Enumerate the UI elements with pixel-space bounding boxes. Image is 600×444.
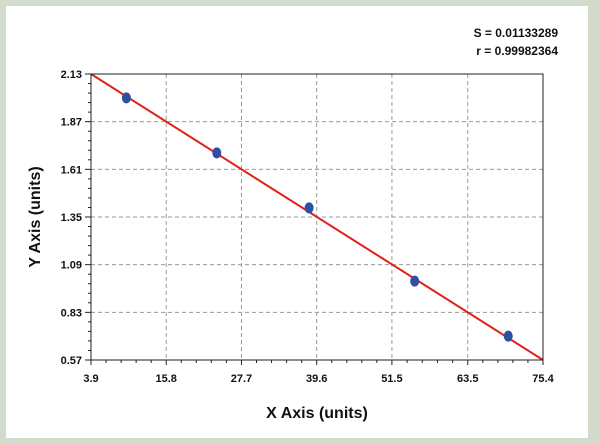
data-points <box>121 92 513 342</box>
y-tick-label: 1.35 <box>61 212 82 224</box>
data-point <box>503 330 513 342</box>
x-tick-label: 39.6 <box>306 373 327 385</box>
y-tick-label: 1.09 <box>61 260 82 272</box>
tick-labels: 3.9 15.8 27.7 39.6 51.5 63.5 75.4 0.57 0.83 1.09 1… <box>61 69 555 385</box>
x-tick-label: 15.8 <box>156 373 177 385</box>
data-point <box>212 147 222 159</box>
fit-line-layer <box>90 73 544 361</box>
data-point <box>304 202 314 214</box>
y-tick-label: 0.57 <box>61 355 82 367</box>
chart-canvas: 3.9 15.8 27.7 39.6 51.5 63.5 75.4 0.57 0.83 1.09 1… <box>27 69 555 422</box>
x-tick-label: 75.4 <box>532 373 554 385</box>
y-tick-label: 1.61 <box>61 164 82 176</box>
y-axis-label: Y Axis (units) <box>27 166 44 267</box>
regression-line <box>90 73 544 361</box>
data-point <box>121 92 131 104</box>
stat-s-value: S = 0.01133289 <box>473 26 558 40</box>
x-axis-label: X Axis (units) <box>266 405 368 422</box>
stat-r-value: r = 0.99982364 <box>476 44 558 58</box>
y-tick-label: 0.83 <box>61 307 82 319</box>
x-tick-label: 63.5 <box>457 373 478 385</box>
y-tick-label: 2.13 <box>61 69 82 81</box>
axis-ticks <box>85 73 544 365</box>
x-tick-label: 3.9 <box>83 373 98 385</box>
y-tick-label: 1.87 <box>61 117 82 129</box>
data-point <box>410 275 420 287</box>
x-tick-label: 51.5 <box>381 373 402 385</box>
plot-area-border <box>90 73 544 361</box>
chart-frame: 3.9 15.8 27.7 39.6 51.5 63.5 75.4 0.57 0.83 1.09 1… <box>6 6 588 438</box>
x-tick-label: 27.7 <box>231 373 252 385</box>
